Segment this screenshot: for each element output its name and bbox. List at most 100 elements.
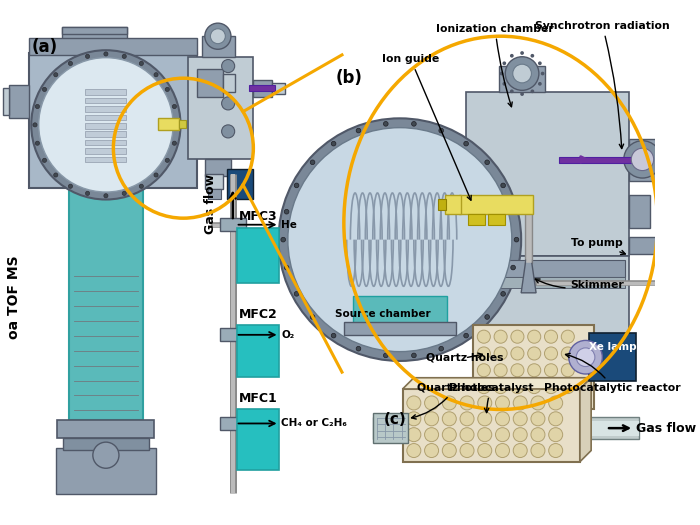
Text: Synchrotron radiation: Synchrotron radiation xyxy=(536,21,670,149)
Circle shape xyxy=(35,141,39,145)
Bar xyxy=(629,139,655,181)
Circle shape xyxy=(496,444,510,457)
Bar xyxy=(29,38,197,55)
Bar xyxy=(223,74,235,92)
Bar xyxy=(202,36,234,57)
Bar xyxy=(676,239,693,251)
Bar xyxy=(85,148,127,154)
Circle shape xyxy=(54,173,58,177)
Bar xyxy=(85,156,127,162)
Circle shape xyxy=(528,330,541,343)
Circle shape xyxy=(294,291,299,296)
Circle shape xyxy=(331,141,336,146)
Circle shape xyxy=(284,209,289,214)
Text: Xe lamp: Xe lamp xyxy=(589,342,636,352)
Bar xyxy=(85,89,127,95)
Circle shape xyxy=(165,158,169,162)
Circle shape xyxy=(503,61,506,65)
Polygon shape xyxy=(402,378,591,389)
Circle shape xyxy=(460,396,474,410)
Circle shape xyxy=(520,92,524,96)
Bar xyxy=(57,419,155,438)
Bar xyxy=(489,214,505,225)
Circle shape xyxy=(496,396,510,410)
Circle shape xyxy=(477,347,491,360)
Circle shape xyxy=(478,444,492,457)
Circle shape xyxy=(510,54,514,58)
Circle shape xyxy=(442,428,456,442)
Circle shape xyxy=(561,364,574,377)
Circle shape xyxy=(494,330,508,343)
Bar xyxy=(197,69,223,97)
Circle shape xyxy=(69,61,73,66)
Circle shape xyxy=(43,87,46,91)
Circle shape xyxy=(478,412,492,426)
Text: Skimmer: Skimmer xyxy=(536,279,624,290)
Circle shape xyxy=(425,444,439,457)
Bar xyxy=(499,66,545,92)
Circle shape xyxy=(425,412,439,426)
Bar xyxy=(205,174,223,189)
Circle shape xyxy=(222,59,235,72)
Bar xyxy=(69,188,144,419)
Circle shape xyxy=(412,121,416,126)
Circle shape xyxy=(407,412,421,426)
Bar xyxy=(473,326,594,410)
Circle shape xyxy=(175,123,179,127)
Circle shape xyxy=(485,160,489,165)
Circle shape xyxy=(154,72,158,77)
Bar xyxy=(85,123,127,129)
Circle shape xyxy=(500,183,505,188)
Circle shape xyxy=(38,58,173,192)
Circle shape xyxy=(407,428,421,442)
Circle shape xyxy=(513,428,527,442)
Bar xyxy=(208,189,220,198)
Circle shape xyxy=(510,89,514,93)
Bar xyxy=(248,85,275,91)
Circle shape xyxy=(172,104,176,109)
Circle shape xyxy=(442,444,456,457)
Bar xyxy=(220,218,246,231)
Circle shape xyxy=(513,64,531,83)
Polygon shape xyxy=(522,260,536,293)
Bar xyxy=(158,118,178,130)
Text: MFC2: MFC2 xyxy=(239,308,277,321)
Bar xyxy=(62,27,127,34)
Bar xyxy=(237,326,279,377)
Circle shape xyxy=(54,72,58,77)
Circle shape xyxy=(478,396,492,410)
Bar xyxy=(444,195,461,214)
Circle shape xyxy=(531,396,545,410)
Bar xyxy=(85,114,127,120)
Circle shape xyxy=(511,347,524,360)
Circle shape xyxy=(496,412,510,426)
Circle shape xyxy=(538,82,542,86)
Bar xyxy=(471,260,624,277)
Circle shape xyxy=(281,237,286,242)
Circle shape xyxy=(104,194,108,198)
Bar xyxy=(354,296,447,323)
Circle shape xyxy=(511,330,524,343)
Bar xyxy=(62,27,127,40)
Circle shape xyxy=(460,428,474,442)
Bar xyxy=(85,106,127,112)
Circle shape xyxy=(85,191,90,195)
Bar xyxy=(85,98,127,103)
Text: Gas flow: Gas flow xyxy=(204,174,217,234)
Circle shape xyxy=(528,381,541,394)
Text: MFC1: MFC1 xyxy=(239,392,277,405)
Circle shape xyxy=(624,141,661,178)
Circle shape xyxy=(104,52,108,56)
Circle shape xyxy=(154,173,158,177)
Circle shape xyxy=(531,412,545,426)
Bar xyxy=(9,85,29,118)
Text: Quartz holes: Quartz holes xyxy=(412,383,494,419)
Circle shape xyxy=(531,428,545,442)
Text: (a): (a) xyxy=(32,38,57,56)
Circle shape xyxy=(528,364,541,377)
Circle shape xyxy=(442,412,456,426)
Circle shape xyxy=(165,87,169,91)
Circle shape xyxy=(412,353,416,358)
Text: Source chamber: Source chamber xyxy=(335,309,431,319)
Bar xyxy=(373,417,638,439)
